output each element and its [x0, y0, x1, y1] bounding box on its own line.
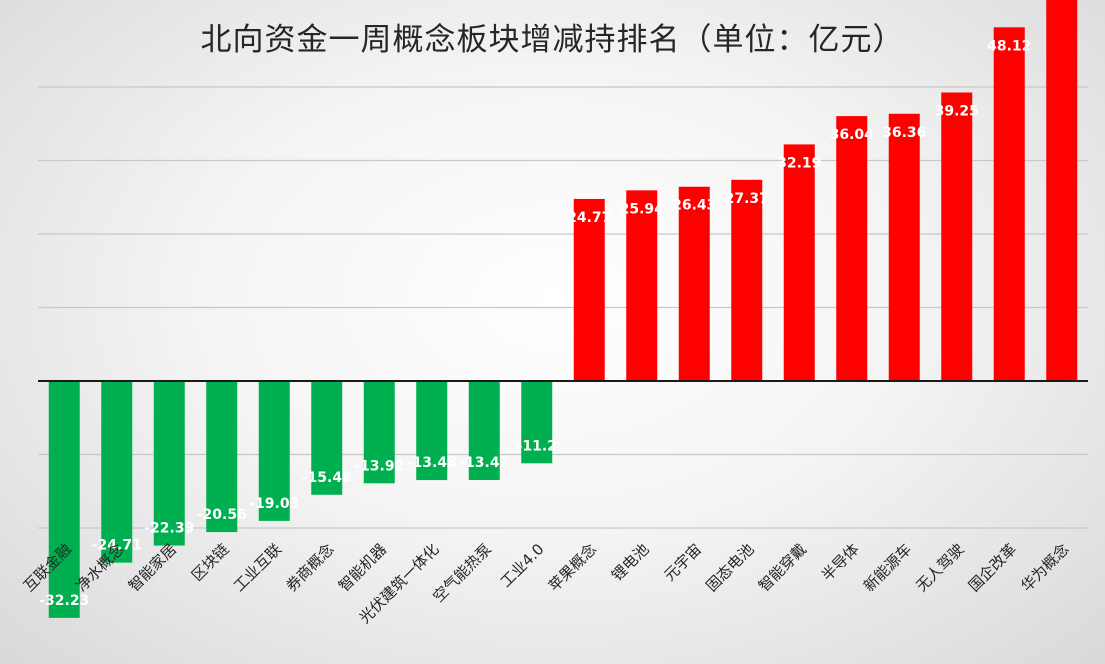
data-label-7: -13.48: [407, 455, 457, 471]
data-label-3: -20.56: [197, 507, 247, 523]
data-label-14: 32.19: [777, 155, 821, 171]
data-label-16: 36.36: [882, 125, 926, 141]
bar-9: [521, 381, 553, 464]
data-label-9: -11.2: [517, 438, 557, 454]
category-label-14: 智能穿戴: [755, 540, 810, 595]
data-label-1: -24.71: [92, 538, 142, 554]
data-label-12: 26.43: [672, 198, 716, 214]
bar-16: [888, 113, 920, 381]
data-label-17: 39.25: [935, 104, 979, 120]
data-labels: -32.23-24.71-22.39-20.56-19.03-15.48-13.…: [39, 38, 1031, 609]
bar-17: [941, 92, 973, 381]
bar-5: [311, 381, 343, 495]
data-label-5: -15.48: [302, 470, 352, 486]
bar-12: [678, 186, 710, 381]
bar-11: [626, 190, 658, 381]
data-label-0: -32.23: [39, 593, 89, 609]
category-label-16: 新能源车: [860, 540, 915, 595]
category-label-5: 券商概念: [282, 540, 337, 595]
category-label-11: 锂电池: [608, 540, 653, 585]
category-label-3: 区块链: [188, 540, 233, 585]
category-label-4: 工业互联: [230, 540, 285, 595]
bar-0: [48, 381, 80, 618]
bar-19: [1046, 0, 1078, 381]
bar-10: [573, 198, 605, 381]
bar-13: [731, 179, 763, 381]
bar-14: [783, 144, 815, 381]
bars: [48, 0, 1078, 618]
category-label-17: 无人驾驶: [912, 540, 967, 595]
bar-15: [836, 116, 868, 381]
chart-title: 北向资金一周概念板块增减持排名（单位：亿元）: [200, 22, 905, 58]
category-label-10: 苹果概念: [545, 540, 600, 595]
category-label-18: 国企改革: [965, 540, 1020, 595]
category-label-13: 固态电池: [702, 540, 757, 595]
data-label-6: -13.92: [354, 458, 404, 474]
data-label-2: -22.39: [144, 521, 194, 537]
bar-8: [468, 381, 500, 481]
category-labels: 互联金融净水概念智能家居 区块链工业互联券商概念智能机器光伏建筑一体化空气能热泵工…: [20, 540, 1073, 627]
data-label-18: 48.12: [987, 38, 1031, 54]
bar-3: [206, 381, 238, 533]
bar-6: [363, 381, 395, 484]
data-label-13: 27.37: [725, 191, 769, 207]
data-label-4: -19.03: [249, 496, 299, 512]
category-label-15: 半导体: [818, 540, 863, 585]
data-label-15: 36.04: [830, 127, 875, 143]
gridlines: [38, 86, 1088, 529]
bar-18: [993, 27, 1025, 382]
bar-1: [101, 381, 133, 563]
category-label-19: 华为概念: [1017, 540, 1072, 595]
category-label-9: 工业4.0: [497, 540, 548, 591]
data-label-11: 25.94: [620, 201, 665, 217]
data-label-10: 24.77: [567, 210, 611, 226]
bar-2: [153, 381, 185, 546]
data-label-8: -13.47: [459, 455, 509, 471]
bar-4: [258, 381, 290, 521]
bar-7: [416, 381, 448, 481]
category-label-12: 元宇宙: [661, 540, 706, 585]
